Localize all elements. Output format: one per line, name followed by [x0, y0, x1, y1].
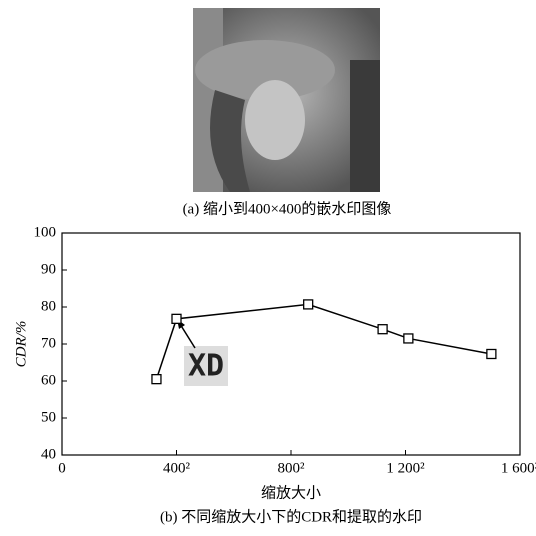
y-tick-label: 70	[41, 335, 56, 351]
x-axis-label: 缩放大小	[261, 484, 321, 501]
marker	[487, 349, 496, 358]
marker	[304, 300, 313, 309]
x-tick-label: 1 200²	[386, 460, 425, 476]
y-tick-label: 80	[41, 298, 56, 314]
chart-caption: (b) 不同缩放大小下的CDR和提取的水印	[160, 508, 422, 525]
marker	[152, 375, 161, 384]
y-tick-label: 100	[34, 224, 57, 240]
plot-frame	[62, 233, 520, 455]
annotation: XD	[188, 349, 224, 384]
marker	[404, 334, 413, 343]
x-tick-label: 0	[58, 460, 66, 476]
y-tick-label: 50	[41, 409, 56, 425]
y-axis-label: CDR/%	[13, 321, 29, 368]
marker	[172, 314, 181, 323]
marker	[378, 325, 387, 334]
y-tick-label: 40	[41, 446, 56, 462]
x-tick-label: 800²	[278, 460, 306, 476]
photo	[193, 8, 380, 192]
x-tick-label: 1 600²	[501, 460, 536, 476]
y-tick-label: 90	[41, 261, 56, 277]
figure: (a) 缩小到400×400的嵌水印图像 XD CDR/% 缩放大小 (b) 不…	[0, 0, 536, 531]
image-caption: (a) 缩小到400×400的嵌水印图像	[183, 200, 392, 217]
y-tick-label: 60	[41, 372, 56, 388]
annotation-arrow	[180, 324, 195, 348]
x-tick-label: 400²	[163, 460, 191, 476]
page: {"image_caption": "(a) 缩小到400×400的嵌水印图像"…	[0, 0, 536, 531]
